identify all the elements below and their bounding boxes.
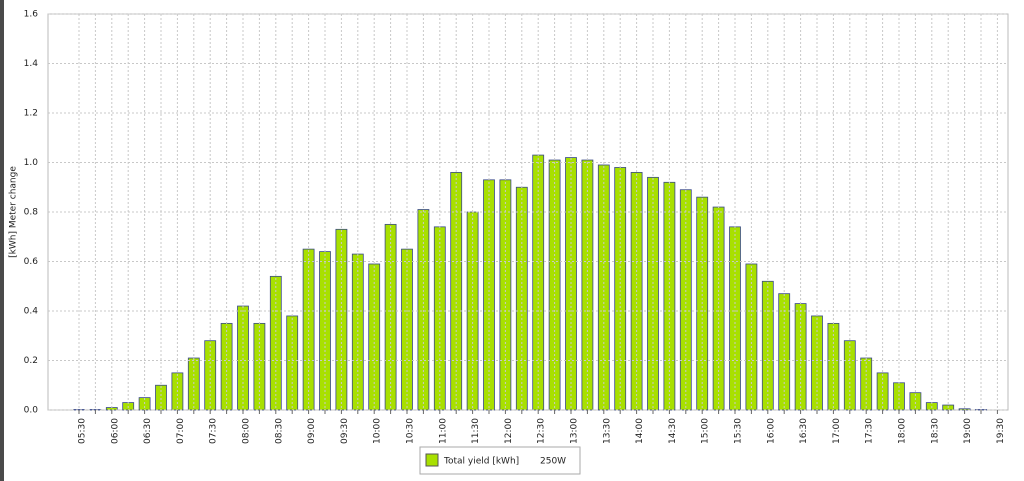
x-tick-label: 09:30	[340, 418, 350, 444]
y-tick-label: 1.0	[24, 158, 39, 168]
x-tick-label: 17:00	[832, 418, 842, 444]
bar	[745, 263, 758, 411]
x-tick-label: 14:30	[668, 418, 678, 444]
y-tick-label: 0.4	[24, 307, 39, 317]
x-tick-label: 06:30	[143, 418, 153, 444]
x-tick-label: 08:00	[242, 418, 252, 444]
bar	[548, 159, 561, 411]
y-axis-label: [kWh] Meter change	[9, 166, 19, 258]
bar	[368, 263, 381, 411]
x-tick-label: 12:30	[537, 418, 547, 444]
bar	[302, 248, 315, 411]
x-tick-label: 07:00	[176, 418, 186, 444]
x-tick-label: 17:30	[865, 418, 875, 444]
x-tick-label: 10:30	[406, 418, 416, 444]
x-tick-label: 19:00	[963, 418, 973, 444]
x-tick-label: 13:00	[570, 418, 580, 444]
y-tick-label: 0.6	[24, 257, 39, 267]
x-tick-label: 07:30	[209, 418, 219, 444]
x-tick-label: 14:00	[635, 418, 645, 444]
legend-swatch	[425, 453, 439, 467]
legend-box	[419, 446, 581, 475]
bar	[401, 248, 413, 411]
y-tick-label: 0.0	[24, 406, 39, 416]
x-tick-label: 11:30	[471, 418, 481, 444]
x-tick-label: 16:30	[799, 418, 809, 444]
y-tick-label: 1.6	[24, 10, 39, 20]
legend-note: 250W	[540, 457, 566, 467]
x-tick-label: 13:30	[602, 418, 612, 444]
y-tick-label: 1.4	[24, 59, 39, 69]
x-tick-label: 05:30	[78, 418, 88, 444]
x-tick-label: 15:00	[701, 418, 711, 444]
y-tick-label: 1.2	[24, 109, 38, 119]
x-tick-label: 06:00	[110, 418, 120, 444]
window-edge	[0, 0, 4, 481]
x-tick-label: 16:00	[766, 418, 776, 444]
legend-entry: Total yield [kWh]	[443, 457, 519, 467]
x-tick-label: 18:00	[898, 418, 908, 444]
x-tick-label: 12:00	[504, 418, 514, 444]
y-tick-label: 0.2	[24, 356, 38, 366]
legend: Total yield [kWh] 250W	[419, 446, 581, 475]
x-tick-label: 10:00	[373, 418, 383, 444]
x-tick-label: 08:30	[274, 418, 284, 444]
bar	[581, 159, 594, 411]
x-tick-label: 11:00	[438, 418, 448, 444]
x-tick-label: 15:30	[734, 418, 744, 444]
x-tick-label: 18:30	[930, 418, 940, 444]
x-tick-label: 09:00	[307, 418, 317, 444]
x-tick-label: 19:30	[996, 418, 1006, 444]
y-tick-label: 0.8	[24, 208, 39, 218]
